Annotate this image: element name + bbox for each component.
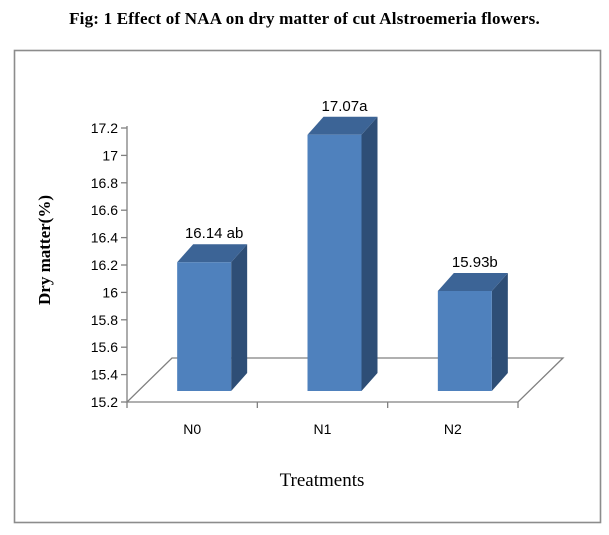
y-tick-label: 16.6 xyxy=(91,202,118,218)
y-tick-label: 15.8 xyxy=(91,312,118,328)
x-category-label: N0 xyxy=(183,421,201,437)
bar-top-face xyxy=(437,272,508,291)
bar-top-face xyxy=(307,116,378,135)
bar-front-face xyxy=(437,290,492,391)
figure-title: Fig: 1 Effect of NAA on dry matter of cu… xyxy=(69,9,540,28)
x-category-label: N2 xyxy=(444,421,462,437)
bar-front-face xyxy=(307,134,362,391)
bar-value-label: 15.93b xyxy=(452,254,498,271)
y-tick-label: 16 xyxy=(102,284,118,300)
plot-area: 15.2 15.4 15.6 15.8 16 16.2 16.4 16.6 16.8 17 17.2… xyxy=(91,98,565,437)
bar-value-label: 16.14 ab xyxy=(185,225,243,242)
y-tick-label: 16.4 xyxy=(91,230,118,246)
y-tick-label: 15.6 xyxy=(91,339,118,355)
bar-side-face xyxy=(231,244,248,391)
bar-value-label: 17.07a xyxy=(322,98,369,115)
bar-N2 xyxy=(437,272,508,391)
bar-top-face xyxy=(177,244,248,263)
x-axis-title: Treatments xyxy=(280,470,365,491)
y-tick-label: 17 xyxy=(102,147,118,163)
bar-N1 xyxy=(307,116,378,391)
y-tick-label: 15.2 xyxy=(91,394,118,410)
y-tick-label: 17.2 xyxy=(91,120,118,136)
bar-N0 xyxy=(177,244,248,391)
y-axis-title: Dry matter(%) xyxy=(35,195,54,305)
y-tick-label: 16.8 xyxy=(91,175,118,191)
bar-side-face xyxy=(491,272,508,391)
bar-front-face xyxy=(177,262,232,391)
y-tick-label: 15.4 xyxy=(91,367,118,383)
bar-side-face xyxy=(361,116,378,391)
x-category-label: N1 xyxy=(314,421,332,437)
y-tick-label: 16.2 xyxy=(91,257,118,273)
